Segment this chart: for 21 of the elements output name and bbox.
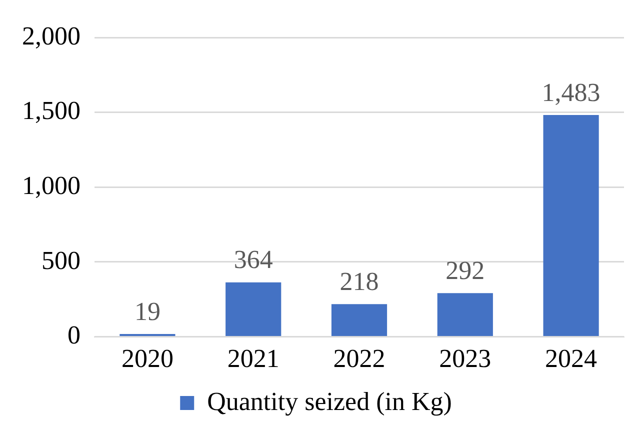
- y-tick-label: 1,500: [22, 96, 80, 126]
- x-tick-label: 2022: [333, 344, 386, 374]
- y-tick-label: 1,000: [22, 171, 80, 200]
- y-tick-label: 0: [68, 320, 80, 350]
- data-label: 292: [446, 256, 485, 285]
- y-tick-label: 2,000: [22, 21, 80, 50]
- data-label: 1,483: [542, 78, 600, 107]
- x-tick-label: 2021: [227, 344, 280, 374]
- legend-label: Quantity seized (in Kg): [207, 386, 452, 416]
- bar: [543, 114, 599, 336]
- bar: [331, 304, 388, 336]
- bar: [120, 334, 176, 336]
- bar: [226, 282, 282, 336]
- data-label: 218: [340, 267, 379, 296]
- x-tick-label: 2023: [439, 344, 492, 374]
- data-label: 364: [234, 245, 273, 274]
- x-tick-label: 2024: [545, 344, 598, 374]
- bar: [437, 293, 493, 336]
- y-tick-label: 500: [42, 246, 80, 275]
- x-tick-label: 2020: [121, 344, 174, 374]
- data-label: 19: [134, 296, 160, 326]
